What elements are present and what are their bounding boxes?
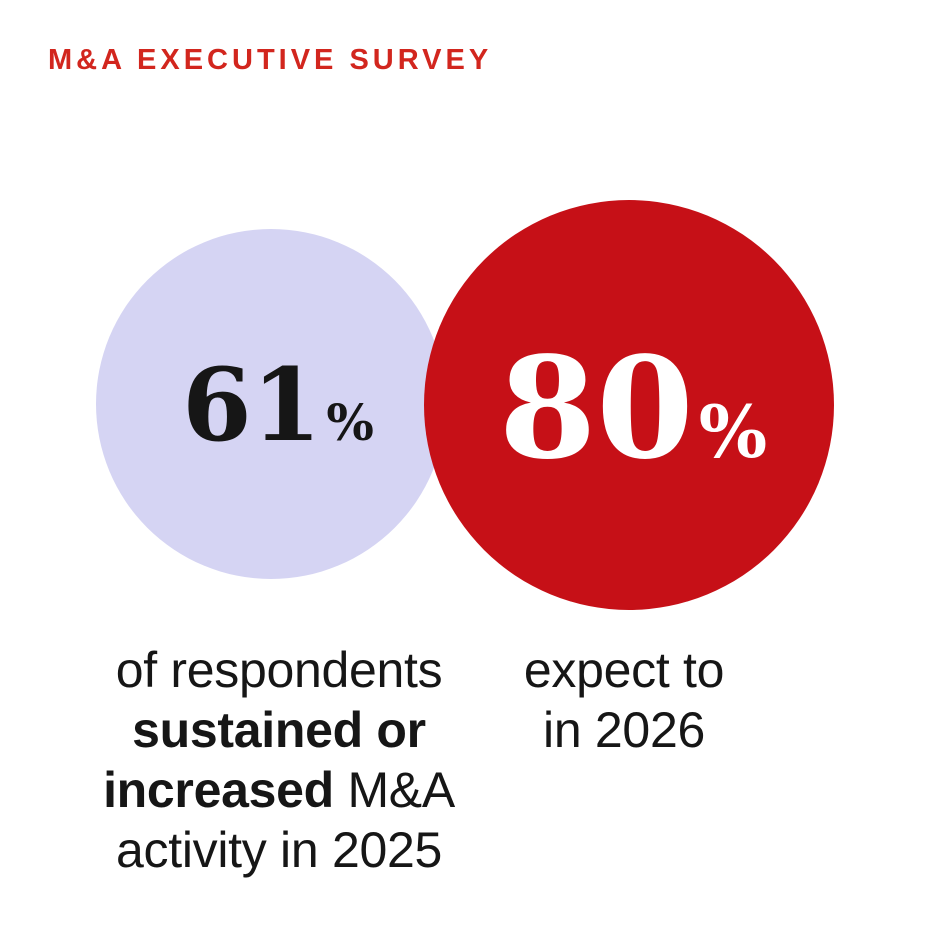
bubble-2026-circle: 80% — [424, 200, 834, 610]
caption-2026-line2: in 2026 — [543, 702, 705, 758]
caption-2025-line4: activity in 2025 — [116, 822, 442, 878]
stat-2026-percent-sign: % — [698, 389, 768, 474]
stat-2026-value: 80 — [498, 327, 694, 491]
caption-2025-line3-regular: M&A — [333, 762, 455, 818]
stat-2026: 80% — [499, 339, 767, 479]
caption-2025-line3: increased M&A — [79, 760, 479, 820]
caption-2026-line1: expect to — [523, 642, 725, 698]
stat-2025-percent-sign: % — [326, 393, 374, 452]
stat-2025: 61% — [182, 355, 374, 455]
caption-2025-line1: of respondents — [115, 642, 443, 698]
caption-2025-line3-bold: increased — [103, 762, 334, 818]
caption-2025-line2: sustained or — [132, 702, 426, 758]
caption-2026: expect to in 2026 — [474, 640, 774, 760]
stat-2025-value: 61 — [182, 346, 322, 464]
caption-2025: of respondents sustained or increased M&… — [79, 640, 479, 880]
bubble-2025-circle: 61% — [96, 229, 446, 579]
survey-title: M&A EXECUTIVE SURVEY — [48, 44, 493, 76]
